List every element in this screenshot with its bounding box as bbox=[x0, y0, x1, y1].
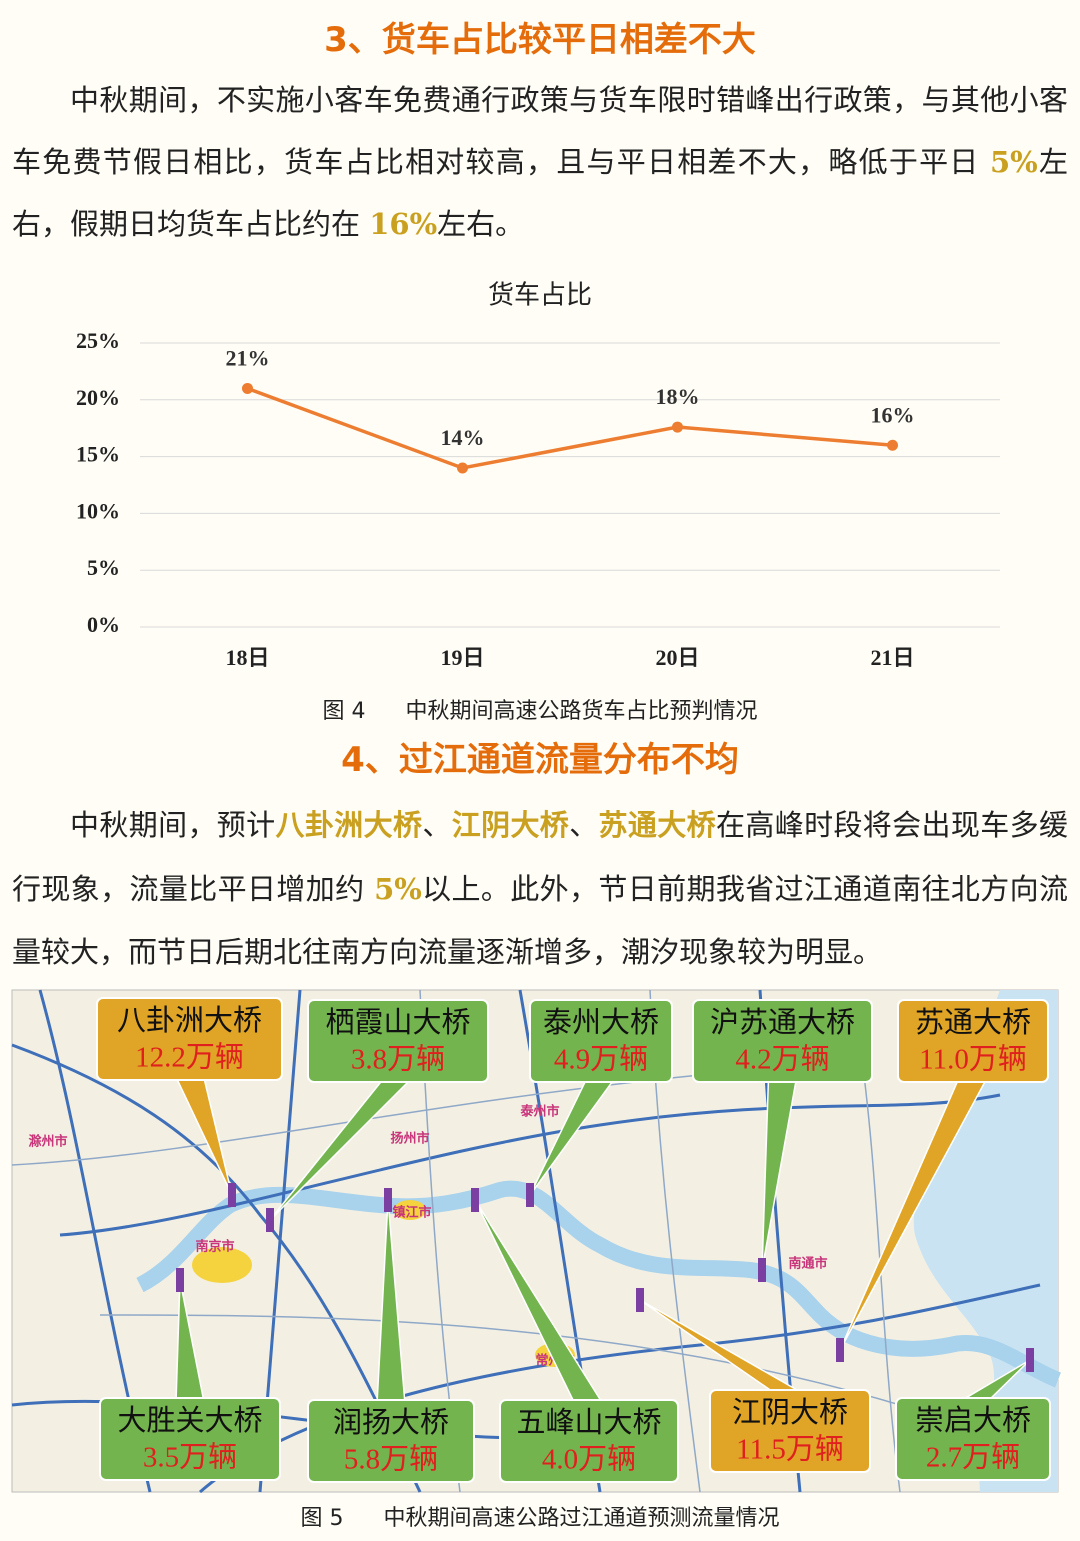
bridge-name: 泰州大桥 bbox=[543, 1005, 659, 1039]
chart: 货车占比 0% 5% 10% 15% 20% 25% 18日 19日 20日 21日 21% 14% 1… bbox=[76, 281, 1000, 670]
text-run: 中秋期间，不实施小客车免费通行政策与货车限时错峰出行政策，与其他小客车免费节假日… bbox=[12, 83, 1068, 179]
text-run: 中秋期间，预计 bbox=[70, 808, 276, 842]
caption-text: 中秋期间高速公路过江通道预测流量情况 bbox=[383, 1506, 780, 1531]
data-point bbox=[672, 421, 683, 433]
bridge-flow: 12.2万辆 bbox=[135, 1041, 244, 1074]
figure-number: 图 5 bbox=[300, 1506, 344, 1531]
bridge-marker bbox=[1026, 1348, 1034, 1372]
data-label: 16% bbox=[871, 402, 915, 427]
callout-box bbox=[307, 1399, 475, 1483]
emphasis-text: 江阴大桥 bbox=[451, 808, 570, 842]
emphasis-text: 八卦洲大桥 bbox=[275, 808, 423, 842]
y-tick-label: 25% bbox=[76, 328, 120, 353]
emphasis-text: 5% bbox=[990, 145, 1038, 179]
city-area bbox=[192, 1247, 252, 1283]
section-heading: 3、货车占比较平日相差不大 bbox=[324, 20, 756, 60]
bridge-marker bbox=[266, 1208, 274, 1232]
text-run: 以上。此外，节日前期我省过江通道南往北方向流量较大，而节日后期北往南方向流量逐渐… bbox=[12, 871, 1068, 970]
bridge-name: 崇启大桥 bbox=[915, 1403, 1031, 1437]
city-label: 泰州市 bbox=[519, 1104, 559, 1120]
data-point bbox=[457, 462, 468, 474]
bridge-flow: 5.8万辆 bbox=[344, 1443, 438, 1476]
y-tick-label: 15% bbox=[76, 442, 120, 467]
data-label: 18% bbox=[656, 384, 700, 409]
figure-caption: 图 5 中秋期间高速公路过江通道预测流量情况 bbox=[0, 1500, 1080, 1532]
city-label: 扬州市 bbox=[390, 1131, 429, 1147]
city-label: 镇江市 bbox=[392, 1205, 431, 1221]
y-tick-label: 20% bbox=[76, 385, 120, 410]
line bbox=[246, 386, 893, 470]
bridge-marker bbox=[836, 1338, 844, 1362]
x-tick-label: 18日 bbox=[225, 645, 269, 670]
bridge-marker bbox=[384, 1188, 392, 1212]
y-tick-label: 5% bbox=[87, 555, 120, 580]
emphasis-text: 5% bbox=[374, 871, 422, 906]
city-label: 南京市 bbox=[195, 1239, 234, 1255]
callout-box bbox=[895, 1397, 1051, 1481]
bridge-marker bbox=[228, 1183, 236, 1207]
paragraph: 中秋期间，不实施小客车免费通行政策与货车限时错峰出行政策，与其他小客车免费节假日… bbox=[12, 69, 1068, 255]
chart-title: 货车占比 bbox=[488, 281, 592, 311]
emphasis-text: 苏通大桥 bbox=[598, 808, 716, 842]
bridge-name: 苏通大桥 bbox=[915, 1005, 1031, 1039]
city-label: 南通市 bbox=[788, 1256, 827, 1272]
bridge-flow: 3.8万辆 bbox=[351, 1043, 445, 1076]
data-point bbox=[887, 439, 898, 451]
bridge-flow: 4.9万辆 bbox=[554, 1043, 648, 1076]
bridge-name: 八卦洲大桥 bbox=[117, 1003, 262, 1037]
text-run: 左右，假期日均货车占比约在 bbox=[12, 145, 1068, 241]
figure-caption: 图 4 中秋期间高速公路货车占比预判情况 bbox=[0, 693, 1080, 725]
bridge-name: 栖霞山大桥 bbox=[325, 1005, 470, 1039]
y-tick-label: 10% bbox=[76, 498, 120, 523]
bridge-flow: 4.2万辆 bbox=[735, 1043, 829, 1076]
data-point bbox=[242, 382, 253, 394]
emphasis-text: 16% bbox=[369, 207, 438, 241]
callout-box bbox=[529, 999, 673, 1083]
bridge-name: 江阴大桥 bbox=[732, 1395, 848, 1429]
x-tick-label: 21日 bbox=[870, 645, 914, 670]
bridge-flow: 3.5万辆 bbox=[143, 1441, 237, 1474]
callout-box bbox=[692, 999, 873, 1083]
text-run: 左右。 bbox=[437, 207, 525, 241]
map: 滁州市南京市扬州市镇江市泰州市常州市南通市八卦洲大桥12.2万辆栖霞山大桥3.8… bbox=[11, 989, 1062, 1494]
paragraph: 中秋期间，预计八卦洲大桥、江阴大桥、苏通大桥在高峰时段将会出现车多缓行现象，流量… bbox=[12, 794, 1068, 985]
bridge-marker bbox=[526, 1183, 534, 1207]
bridge-marker bbox=[636, 1288, 644, 1312]
section-heading: 4、过江通道流量分布不均 bbox=[341, 740, 739, 780]
bridge-flow: 4.0万辆 bbox=[542, 1443, 636, 1476]
callout-box bbox=[307, 999, 489, 1083]
callout-box bbox=[96, 997, 283, 1081]
data-label: 21% bbox=[226, 345, 270, 370]
x-tick-label: 19日 bbox=[440, 645, 484, 670]
data-label: 14% bbox=[441, 425, 485, 450]
bridge-marker bbox=[758, 1258, 766, 1282]
bridge-flow: 11.5万辆 bbox=[736, 1433, 844, 1466]
city-area bbox=[394, 1200, 426, 1220]
city-label: 滁州市 bbox=[28, 1134, 67, 1150]
x-tick-label: 20日 bbox=[655, 645, 699, 670]
figure-number: 图 4 bbox=[322, 699, 366, 724]
callout-box bbox=[99, 1397, 281, 1481]
bridge-name: 五峰山大桥 bbox=[516, 1405, 661, 1439]
bridge-marker bbox=[471, 1188, 479, 1212]
callout-box bbox=[897, 999, 1049, 1083]
bridge-flow: 2.7万辆 bbox=[926, 1441, 1020, 1474]
bridge-marker bbox=[176, 1268, 184, 1292]
text-run: 在高峰时段将会出现车多缓行现象，流量比平日增加约 bbox=[12, 808, 1068, 906]
caption-text: 中秋期间高速公路货车占比预判情况 bbox=[405, 699, 758, 724]
y-tick-label: 0% bbox=[87, 612, 120, 637]
bridge-flow: 11.0万辆 bbox=[919, 1043, 1027, 1076]
callout-box bbox=[709, 1389, 871, 1473]
bridge-name: 沪苏通大桥 bbox=[710, 1005, 855, 1039]
callout-box bbox=[499, 1399, 679, 1483]
text-run: 、 bbox=[569, 808, 599, 842]
bridge-name: 大胜关大桥 bbox=[117, 1403, 262, 1437]
bridge-name: 润扬大桥 bbox=[333, 1405, 449, 1439]
text-run: 、 bbox=[422, 808, 452, 842]
river bbox=[136, 1180, 1062, 1388]
